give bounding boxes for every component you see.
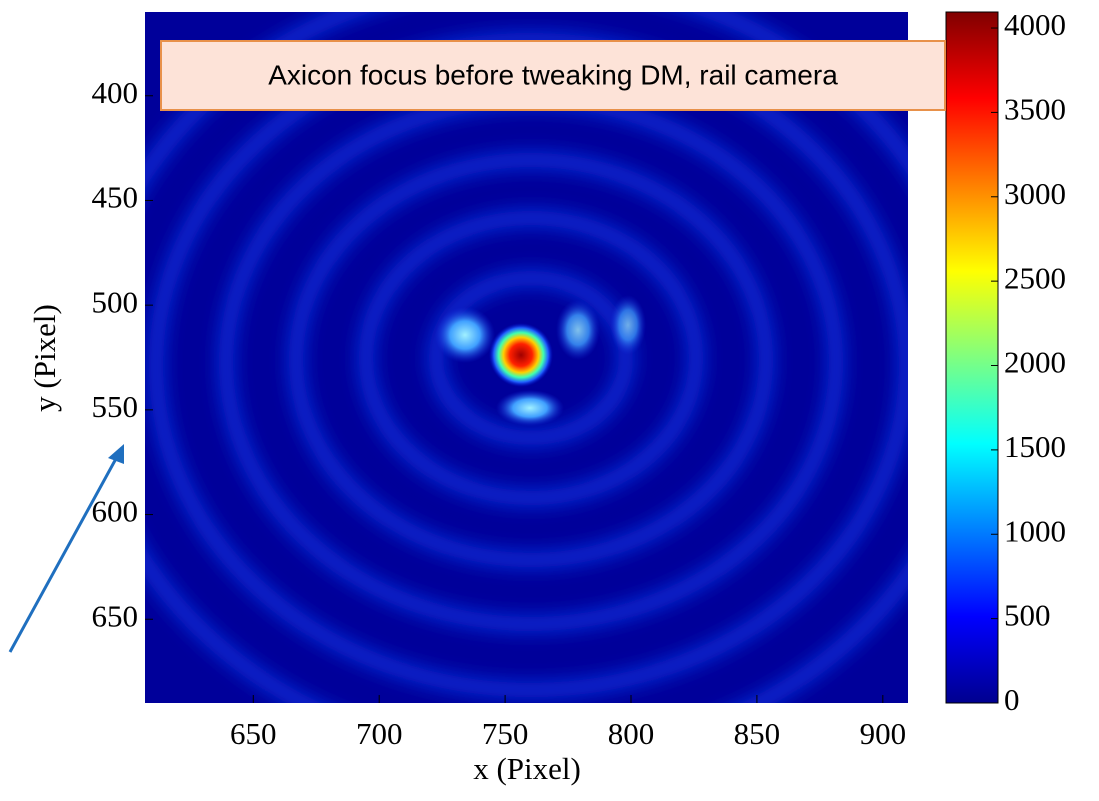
- colorbar-tick-label: 4000: [1004, 7, 1066, 42]
- heatmap-image: [86, 0, 976, 758]
- y-axis-label: y (Pixel): [27, 304, 62, 412]
- y-tick-label: 650: [92, 598, 139, 633]
- colorbar-tick-label: 1000: [1004, 513, 1066, 548]
- colorbar: [946, 12, 998, 703]
- colorbar-tick-label: 2000: [1004, 345, 1066, 380]
- x-axis-label: x (Pixel): [473, 751, 581, 786]
- y-tick-label: 400: [92, 75, 139, 110]
- y-tick-label: 450: [92, 180, 139, 215]
- y-tick-label: 550: [92, 389, 139, 424]
- arrow-head: [108, 444, 124, 464]
- y-tick-label: 600: [92, 494, 139, 529]
- colorbar-tick-label: 3000: [1004, 176, 1066, 211]
- x-tick-label: 850: [734, 716, 781, 751]
- colorbar-tick-label: 500: [1004, 598, 1051, 633]
- y-tick-label: 500: [92, 284, 139, 319]
- colorbar-tick-label: 3500: [1004, 92, 1066, 127]
- x-tick-label: 750: [482, 716, 529, 751]
- x-tick-label: 650: [230, 716, 277, 751]
- colorbar-tick-label: 0: [1004, 682, 1020, 717]
- x-tick-label: 700: [356, 716, 403, 751]
- annotation: Axicon focus before tweaking DM, rail ca…: [268, 59, 838, 90]
- colorbar-tick-label: 1500: [1004, 429, 1066, 464]
- colorbar-tick-label: 2500: [1004, 260, 1066, 295]
- x-tick-label: 900: [860, 716, 907, 751]
- chart: Axicon focus before tweaking DM, rail ca…: [0, 0, 1099, 796]
- x-tick-label: 800: [608, 716, 655, 751]
